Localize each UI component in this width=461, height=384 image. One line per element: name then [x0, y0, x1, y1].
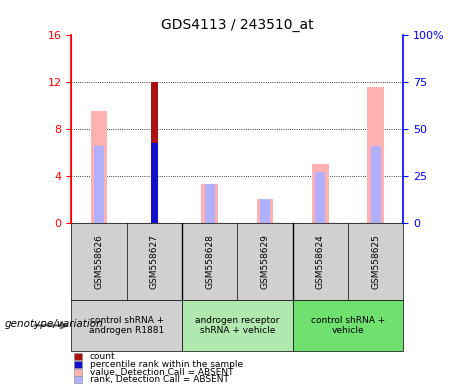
Text: androgen receptor
shRNA + vehicle: androgen receptor shRNA + vehicle	[195, 316, 280, 335]
Bar	[257, 199, 273, 223]
Text: percentile rank within the sample: percentile rank within the sample	[90, 360, 243, 369]
Bar	[367, 88, 384, 223]
Text: GSM558629: GSM558629	[260, 234, 270, 289]
Bar	[371, 146, 381, 223]
Bar	[151, 143, 158, 223]
Bar	[293, 300, 403, 351]
Text: rank, Detection Call = ABSENT: rank, Detection Call = ABSENT	[90, 375, 229, 384]
Bar	[312, 164, 329, 223]
Bar	[260, 199, 270, 223]
Bar	[94, 146, 104, 223]
Bar	[315, 172, 325, 223]
Text: count: count	[90, 352, 116, 361]
Text: value, Detection Call = ABSENT: value, Detection Call = ABSENT	[90, 367, 233, 377]
Text: GSM558624: GSM558624	[316, 234, 325, 289]
Bar	[71, 300, 182, 351]
Bar	[205, 184, 215, 223]
Text: GSM558626: GSM558626	[95, 234, 104, 289]
Bar	[182, 300, 293, 351]
Title: GDS4113 / 243510_at: GDS4113 / 243510_at	[161, 18, 314, 32]
Text: control shRNA +
vehicle: control shRNA + vehicle	[311, 316, 385, 335]
Bar	[201, 184, 218, 223]
Text: control shRNA +
androgen R1881: control shRNA + androgen R1881	[89, 316, 165, 335]
Bar	[91, 111, 107, 223]
Text: GSM558625: GSM558625	[371, 234, 380, 289]
Text: GSM558628: GSM558628	[205, 234, 214, 289]
Text: genotype/variation: genotype/variation	[5, 319, 103, 329]
Text: GSM558627: GSM558627	[150, 234, 159, 289]
Bar	[151, 82, 158, 223]
